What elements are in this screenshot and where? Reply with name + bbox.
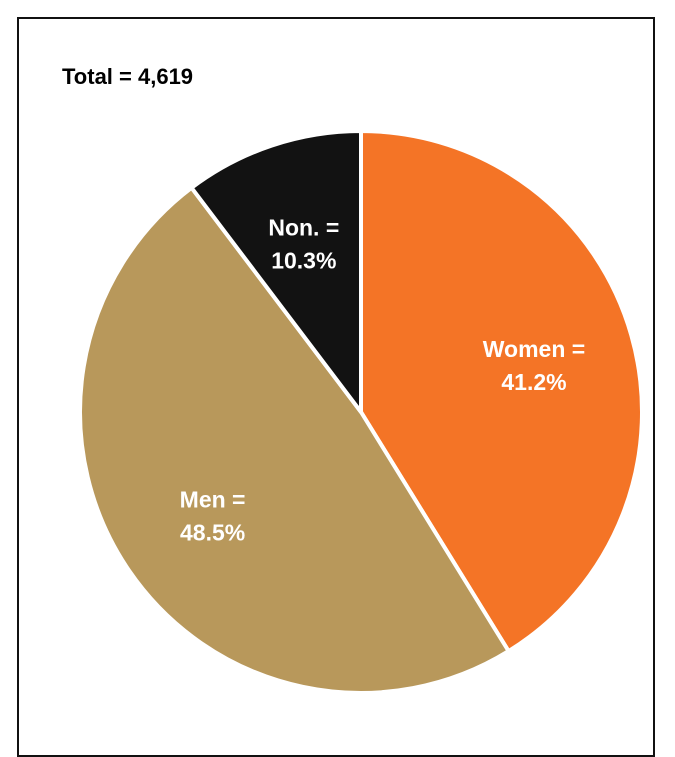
pie-slice-women	[359, 129, 644, 654]
slice-label-non: Non. = 10.3%	[268, 215, 339, 274]
pie-slice-non	[189, 129, 363, 414]
pie-slice-men	[78, 185, 511, 695]
total-label: Total = 4,619	[62, 64, 194, 89]
slice-label-men: Men = 48.5%	[180, 487, 246, 546]
slice-label-women: Women = 41.2%	[483, 336, 585, 395]
